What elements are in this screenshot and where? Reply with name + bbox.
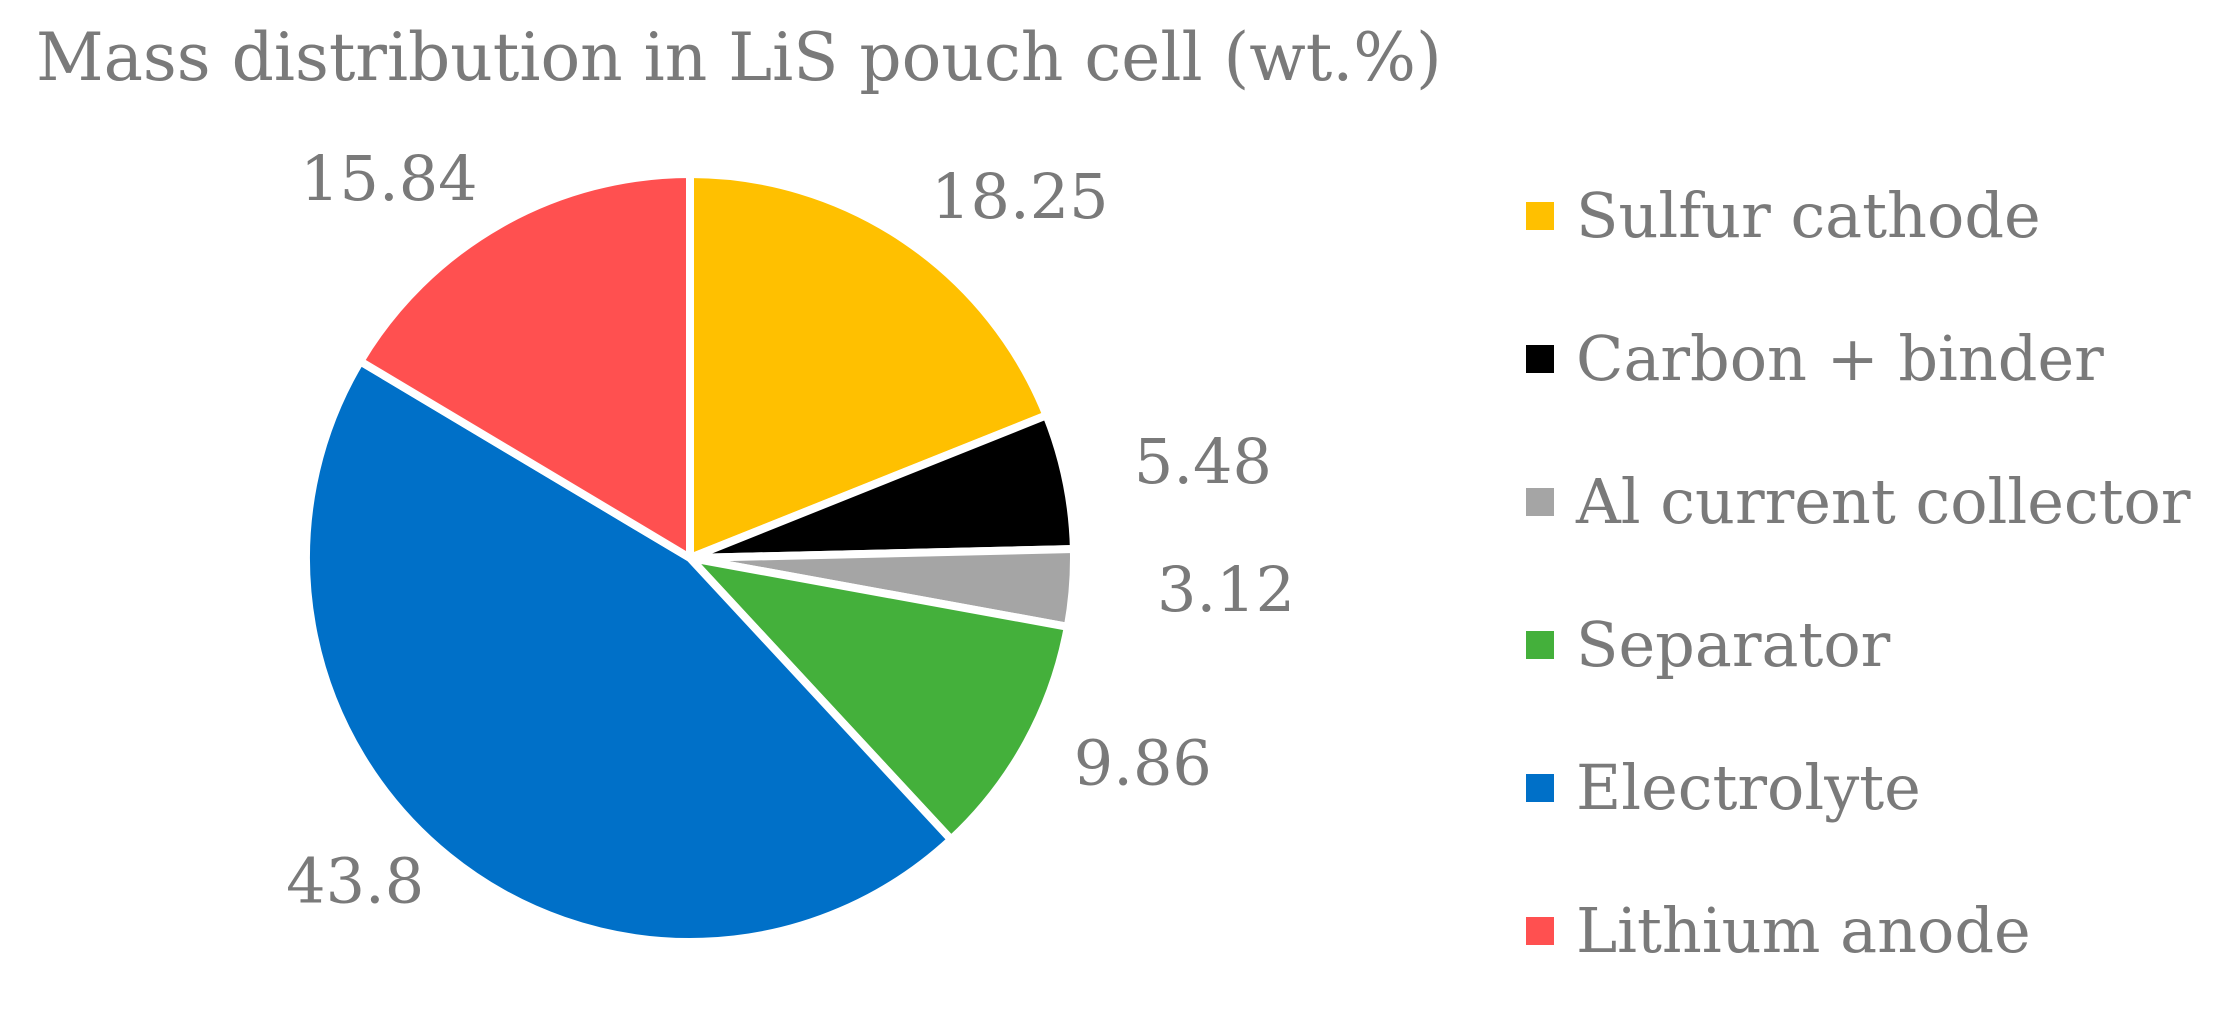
legend-swatch [1526, 631, 1554, 659]
pie-slice-lithium-anode [354, 169, 694, 566]
pie-slices [302, 169, 1078, 946]
legend-label: Separator [1576, 608, 1891, 681]
legend: Sulfur cathode Carbon + binder Al curren… [1526, 176, 2191, 1034]
legend-item-electrolyte: Electrolyte [1526, 748, 2191, 891]
legend-item-carbon-binder: Carbon + binder [1526, 319, 2191, 462]
legend-swatch [1526, 917, 1554, 945]
pie-slice-sulfur-cathode [686, 169, 1052, 564]
data-label-lithium-anode: 15.84 [300, 142, 478, 215]
legend-swatch [1526, 488, 1554, 516]
legend-swatch [1526, 202, 1554, 230]
data-label-sulfur-cathode: 18.25 [931, 160, 1109, 233]
legend-swatch [1526, 774, 1554, 802]
chart-title: Mass distribution in LiS pouch cell (wt.… [36, 19, 1442, 96]
pie-chart: 18.25 5.48 3.12 9.86 43.8 15.84 [286, 142, 1296, 946]
legend-label: Lithium anode [1576, 894, 2031, 967]
legend-label: Carbon + binder [1576, 322, 2104, 395]
pie-data-labels: 18.25 5.48 3.12 9.86 43.8 15.84 [286, 142, 1295, 917]
legend-item-al-current-collector: Al current collector [1526, 462, 2191, 605]
pie-slice-electrolyte [302, 355, 957, 946]
data-label-carbon-binder: 5.48 [1134, 425, 1272, 498]
legend-label: Al current collector [1576, 465, 2191, 538]
data-label-al-current-collector: 3.12 [1157, 553, 1295, 626]
legend-item-separator: Separator [1526, 605, 2191, 748]
data-label-electrolyte: 43.8 [286, 844, 424, 917]
pie-slice-separator [678, 551, 1073, 846]
legend-swatch [1526, 345, 1554, 373]
legend-label: Sulfur cathode [1576, 179, 2041, 252]
legend-item-sulfur-cathode: Sulfur cathode [1526, 176, 2191, 319]
legend-label: Electrolyte [1576, 751, 1921, 824]
legend-item-lithium-anode: Lithium anode [1526, 891, 2191, 1034]
data-label-separator: 9.86 [1074, 727, 1212, 800]
